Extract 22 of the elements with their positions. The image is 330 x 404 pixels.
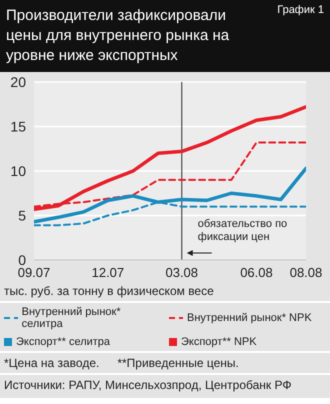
legend-label: Экспорт** селитра — [16, 336, 110, 348]
text: *Цена на заводе. — [4, 356, 100, 370]
y-tick-label: 15 — [10, 118, 26, 134]
text: График 1 — [277, 4, 324, 16]
chart-title: Производители зафиксировали цены для внутреннего рынка на уровне ниже экспортных — [6, 6, 230, 66]
y-axis-title: тыс. руб. за тонну в физическом весе — [3, 284, 215, 300]
x-tick-label: 12.07 — [92, 265, 124, 280]
ref-line-label: обязательство по фиксации цен — [198, 218, 288, 244]
text: Источники: РАПУ, Минсельхозпрод, Центробанк РФ — [0, 373, 330, 398]
y-tick-label: 5 — [18, 207, 26, 224]
y-tick-label: 0 — [18, 252, 26, 268]
x-tick-label: 09.07 — [18, 265, 50, 280]
y-tick-label: 10 — [10, 162, 26, 179]
legend-label: Экспорт** NPK — [181, 336, 257, 348]
x-tick-label: 08.08 — [290, 265, 322, 280]
text: **Приведенные цены. — [117, 356, 239, 370]
y-tick-label: 20 — [10, 74, 26, 90]
legend-label: Внутренний рынок* NPK — [187, 312, 312, 324]
x-tick-label: 06.08 — [240, 265, 273, 280]
x-tick-label: 03.08 — [166, 265, 198, 280]
line-series — [34, 105, 306, 212]
legend-label: Внутренний рынок* селитра — [22, 306, 122, 330]
